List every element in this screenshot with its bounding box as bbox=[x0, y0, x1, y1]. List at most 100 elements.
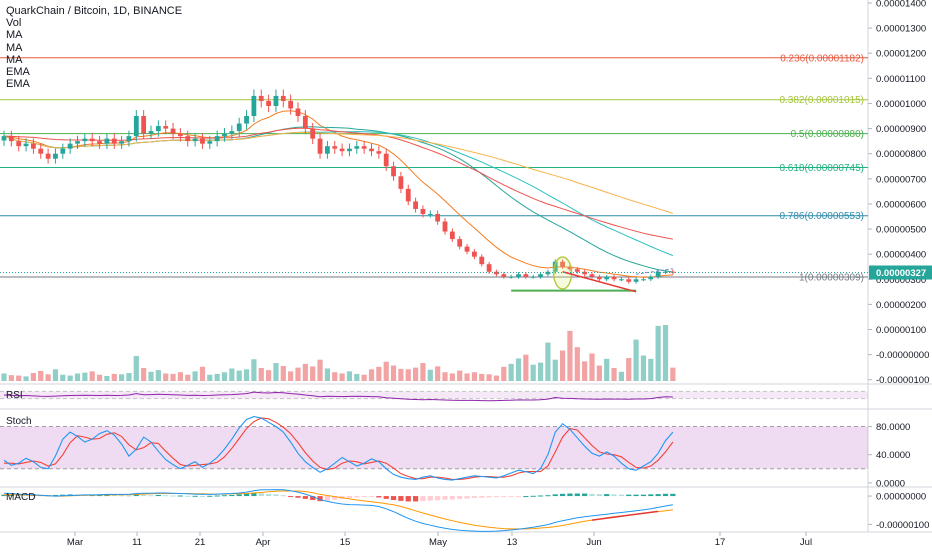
candle-body bbox=[516, 274, 521, 277]
volume-bar bbox=[376, 366, 382, 381]
candle-body bbox=[339, 148, 345, 152]
volume-bar bbox=[633, 339, 639, 381]
macd-histogram-bar bbox=[376, 496, 382, 498]
volume-bar bbox=[420, 363, 426, 381]
legend-indicator-vol[interactable]: Vol bbox=[6, 17, 22, 30]
volume-bar bbox=[618, 371, 624, 381]
projection-line bbox=[636, 268, 673, 275]
macd-histogram-bar bbox=[449, 496, 455, 500]
macd-histogram-bar bbox=[236, 494, 242, 497]
candle-body bbox=[229, 131, 235, 134]
time-tick-label: 15 bbox=[340, 537, 351, 548]
macd-histogram-bar bbox=[633, 494, 639, 497]
candle-body bbox=[280, 95, 286, 101]
macd-histogram-bar bbox=[273, 494, 279, 497]
volume-bar bbox=[626, 358, 632, 381]
time-tick-label: 11 bbox=[132, 537, 142, 548]
candle-body bbox=[427, 213, 433, 215]
volume-bar bbox=[530, 364, 536, 381]
candle-body bbox=[501, 274, 507, 277]
price-tick-label: 0.00001400 bbox=[876, 0, 926, 10]
candle-body bbox=[663, 271, 668, 273]
candle-body bbox=[332, 146, 338, 149]
volume-bar bbox=[141, 368, 147, 381]
candle-body bbox=[163, 126, 169, 129]
macd-histogram-bar bbox=[405, 496, 411, 502]
candle-body bbox=[398, 176, 404, 189]
stoch-tick-label: 40.0000 bbox=[876, 450, 910, 461]
macd-histogram-bar bbox=[545, 495, 551, 497]
macd-line bbox=[3, 489, 673, 532]
price-tick-label: 0.00000200 bbox=[876, 300, 926, 311]
macd-histogram-bar bbox=[567, 493, 573, 497]
candle-body bbox=[178, 133, 183, 137]
candle-body bbox=[457, 239, 463, 247]
candle-body bbox=[655, 271, 661, 277]
candle-body bbox=[148, 131, 154, 134]
time-tick-label: 13 bbox=[507, 537, 518, 548]
macd-histogram-bar bbox=[486, 496, 492, 498]
price-tick-label: 0.00000800 bbox=[876, 149, 926, 160]
macd-histogram-bar bbox=[155, 494, 161, 497]
volume-bar bbox=[471, 372, 477, 381]
macd-histogram-bar bbox=[626, 494, 632, 497]
volume-bar bbox=[332, 372, 338, 381]
legend-indicator-ma-3[interactable]: MA bbox=[6, 53, 23, 66]
candle-body bbox=[104, 138, 110, 144]
price-tick-label: -0.00000000 bbox=[876, 350, 929, 361]
volume-bar bbox=[464, 373, 470, 381]
volume-bar bbox=[640, 355, 647, 381]
candle-body bbox=[288, 100, 294, 109]
volume-bar bbox=[89, 371, 95, 381]
candle-body bbox=[302, 116, 308, 129]
stoch-band bbox=[0, 426, 868, 469]
rsi-line bbox=[3, 391, 673, 402]
legend-indicator-ema-2[interactable]: EMA bbox=[6, 78, 30, 91]
macd-histogram-bar bbox=[163, 495, 169, 497]
volume-bar bbox=[23, 376, 29, 381]
macd-histogram-bar bbox=[243, 493, 250, 497]
volume-bar bbox=[398, 368, 404, 381]
macd-histogram-bar bbox=[471, 496, 477, 499]
macd-histogram-bar bbox=[141, 494, 147, 497]
volume-bar bbox=[383, 361, 389, 381]
candle-body bbox=[31, 143, 36, 149]
candle-body bbox=[648, 276, 654, 280]
price-tick-label: 0.00000700 bbox=[876, 174, 926, 185]
candle-body bbox=[133, 116, 139, 137]
macd-histogram-bar bbox=[662, 493, 669, 497]
candle-body bbox=[53, 153, 58, 159]
volume-bar bbox=[163, 373, 169, 381]
volume-bar bbox=[8, 375, 14, 381]
volume-bar bbox=[133, 355, 139, 381]
volume-bar bbox=[273, 363, 279, 381]
volume-bar bbox=[185, 374, 191, 381]
legend-indicator-ma-1[interactable]: MA bbox=[6, 29, 23, 42]
candle-body bbox=[538, 274, 543, 277]
candle-body bbox=[530, 276, 536, 278]
candle-body bbox=[361, 146, 367, 149]
legend-indicator-ma-2[interactable]: MA bbox=[6, 41, 23, 54]
candle-body bbox=[1, 136, 7, 141]
price-tick-label: 0.00001300 bbox=[876, 24, 926, 35]
macd-histogram-bar bbox=[111, 494, 117, 497]
macd-histogram-bar bbox=[390, 496, 397, 501]
volume-bar bbox=[288, 371, 294, 381]
candle-body bbox=[383, 153, 389, 167]
macd-histogram-bar bbox=[332, 496, 338, 500]
candle-body bbox=[567, 266, 573, 270]
macd-histogram-bar bbox=[604, 494, 610, 497]
stoch-d-line bbox=[4, 417, 674, 480]
volume-bar bbox=[611, 368, 617, 381]
volume-bar bbox=[501, 366, 507, 381]
candle-body bbox=[523, 274, 529, 277]
volume-bar bbox=[302, 363, 308, 381]
divergence-line-price bbox=[562, 271, 637, 293]
volume-bar bbox=[280, 365, 286, 381]
volume-bar bbox=[170, 373, 176, 381]
candle-body bbox=[325, 146, 330, 154]
legend-indicator-ema-1[interactable]: EMA bbox=[6, 66, 30, 79]
candle-body bbox=[376, 151, 382, 154]
